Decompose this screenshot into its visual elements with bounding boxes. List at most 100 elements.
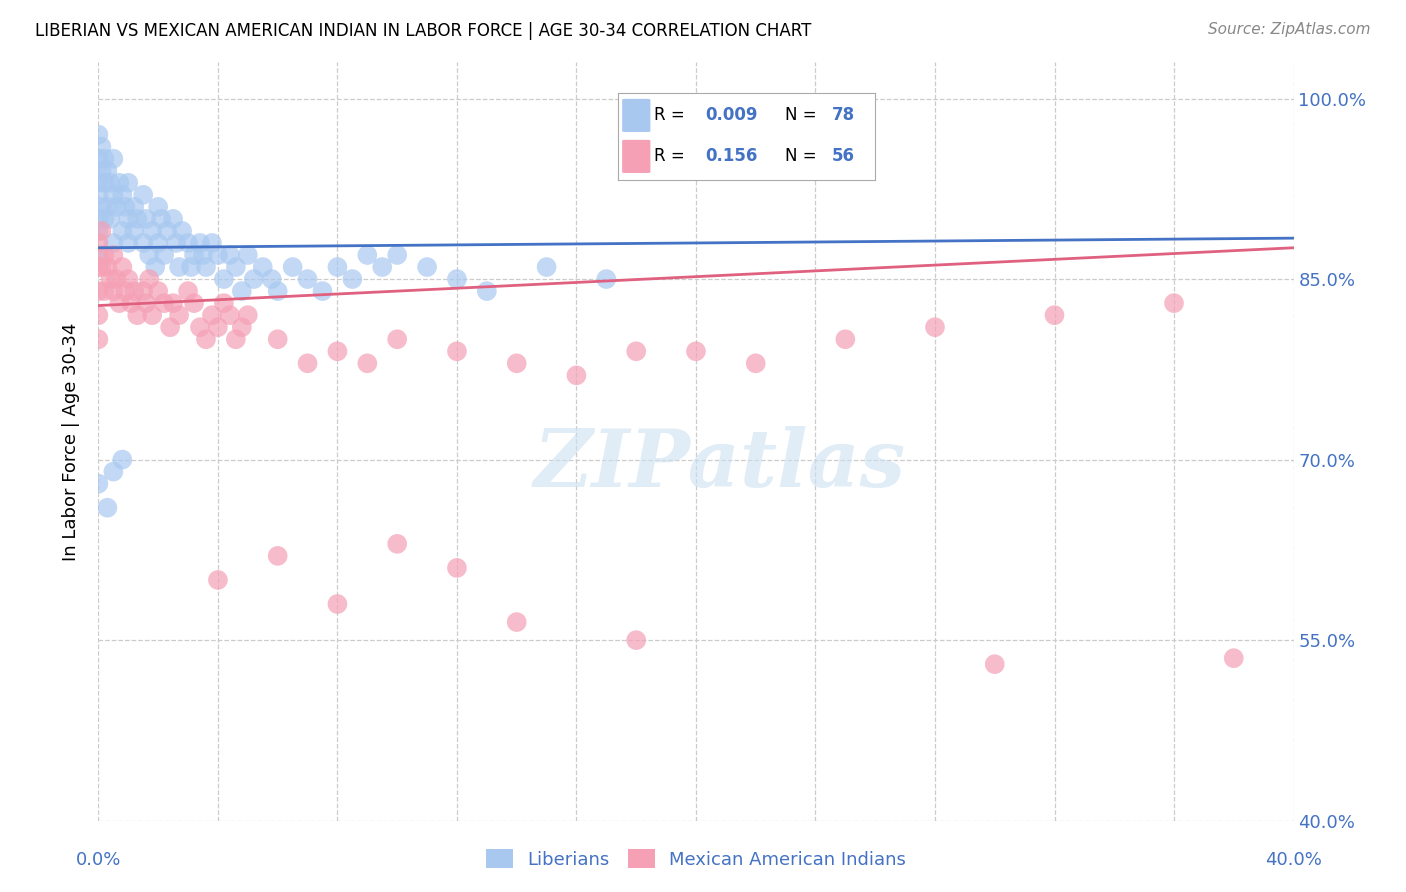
Point bbox=[595, 272, 617, 286]
Point bbox=[153, 296, 176, 310]
Point bbox=[371, 260, 394, 274]
Point bbox=[127, 308, 149, 322]
Legend: Liberians, Mexican American Indians: Liberians, Mexican American Indians bbox=[478, 842, 914, 876]
Point bbox=[87, 152, 110, 166]
Point bbox=[236, 308, 259, 322]
Point bbox=[475, 284, 498, 298]
Point bbox=[188, 235, 211, 250]
Point bbox=[138, 248, 160, 262]
Point bbox=[148, 235, 170, 250]
Point bbox=[195, 332, 218, 346]
Point bbox=[207, 573, 229, 587]
Point bbox=[385, 248, 409, 262]
Point bbox=[98, 176, 122, 190]
Point bbox=[103, 235, 125, 250]
Text: Source: ZipAtlas.com: Source: ZipAtlas.com bbox=[1208, 22, 1371, 37]
Point bbox=[96, 500, 118, 515]
Point bbox=[96, 200, 118, 214]
Point bbox=[1043, 308, 1066, 322]
Point bbox=[207, 248, 229, 262]
Point bbox=[162, 211, 184, 226]
Point bbox=[183, 296, 205, 310]
Point bbox=[111, 224, 134, 238]
Point bbox=[103, 152, 125, 166]
Point bbox=[267, 332, 290, 346]
Point bbox=[111, 452, 134, 467]
Point bbox=[156, 224, 179, 238]
Text: 40.0%: 40.0% bbox=[1265, 851, 1322, 869]
Point bbox=[143, 260, 166, 274]
Point bbox=[626, 344, 648, 359]
Point bbox=[506, 356, 529, 370]
Point bbox=[135, 211, 157, 226]
Point bbox=[191, 248, 214, 262]
Point bbox=[114, 284, 136, 298]
Point bbox=[117, 235, 139, 250]
Point bbox=[132, 187, 155, 202]
Point bbox=[87, 211, 110, 226]
Text: LIBERIAN VS MEXICAN AMERICAN INDIAN IN LABOR FORCE | AGE 30-34 CORRELATION CHART: LIBERIAN VS MEXICAN AMERICAN INDIAN IN L… bbox=[35, 22, 811, 40]
Point bbox=[87, 284, 110, 298]
Point bbox=[124, 284, 146, 298]
Point bbox=[93, 248, 115, 262]
Point bbox=[103, 187, 125, 202]
Point bbox=[326, 260, 349, 274]
Point bbox=[87, 248, 110, 262]
Text: ZIPatlas: ZIPatlas bbox=[534, 425, 905, 503]
Point bbox=[326, 344, 349, 359]
Point bbox=[177, 235, 200, 250]
Point bbox=[135, 296, 157, 310]
Point bbox=[87, 176, 110, 190]
Point bbox=[385, 537, 409, 551]
Point bbox=[243, 272, 266, 286]
Point bbox=[231, 284, 253, 298]
Point bbox=[87, 308, 110, 322]
Point bbox=[103, 284, 125, 298]
Point bbox=[506, 615, 529, 629]
Point bbox=[685, 344, 707, 359]
Point bbox=[177, 284, 200, 298]
Point bbox=[103, 465, 125, 479]
Point bbox=[297, 356, 319, 370]
Point bbox=[114, 200, 136, 214]
Point bbox=[165, 235, 187, 250]
Point bbox=[153, 248, 176, 262]
Point bbox=[108, 296, 131, 310]
Point bbox=[446, 272, 468, 286]
Point bbox=[1163, 296, 1185, 310]
Point bbox=[236, 248, 259, 262]
Point bbox=[281, 260, 304, 274]
Point bbox=[90, 139, 112, 153]
Point bbox=[111, 260, 134, 274]
Point bbox=[108, 176, 131, 190]
Point bbox=[225, 332, 247, 346]
Point bbox=[90, 200, 112, 214]
Point bbox=[626, 633, 648, 648]
Point bbox=[565, 368, 588, 383]
Point bbox=[96, 260, 118, 274]
Point bbox=[124, 224, 146, 238]
Point bbox=[148, 200, 170, 214]
Point bbox=[446, 344, 468, 359]
Point bbox=[93, 176, 115, 190]
Point bbox=[120, 296, 142, 310]
Point bbox=[297, 272, 319, 286]
Point bbox=[212, 296, 235, 310]
Point bbox=[132, 284, 155, 298]
Point bbox=[87, 128, 110, 142]
Point bbox=[219, 248, 242, 262]
Point bbox=[180, 260, 202, 274]
Point bbox=[124, 200, 146, 214]
Point bbox=[167, 308, 190, 322]
Point bbox=[105, 200, 128, 214]
Point bbox=[207, 320, 229, 334]
Point bbox=[96, 163, 118, 178]
Point bbox=[117, 176, 139, 190]
Point bbox=[111, 187, 134, 202]
Point bbox=[446, 561, 468, 575]
Point bbox=[148, 284, 170, 298]
Point bbox=[219, 308, 242, 322]
Point bbox=[93, 284, 115, 298]
Point bbox=[138, 272, 160, 286]
Point bbox=[745, 356, 768, 370]
